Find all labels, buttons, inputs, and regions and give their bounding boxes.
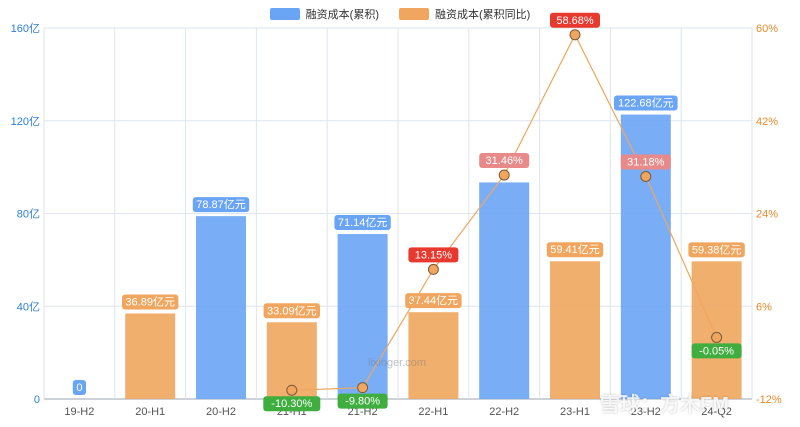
data-label: 71.14亿元: [338, 216, 388, 229]
legend-label-cost: 融资成本(累积): [305, 9, 379, 21]
line-label: 58.68%: [556, 15, 594, 27]
bar: [691, 261, 742, 399]
left-axis-tick: 40亿: [17, 300, 40, 313]
right-axis-tick: -12%: [756, 394, 782, 406]
data-label-bg: [263, 303, 320, 319]
bar: [408, 312, 459, 399]
watermark-text: 雪球：方木FM: [600, 394, 729, 416]
data-label-bg: [334, 215, 391, 231]
right-axis-tick: 60%: [756, 23, 778, 35]
x-axis-tick: 20-H2: [206, 406, 236, 418]
line-label: 13.15%: [415, 249, 453, 261]
line-label: -9.80%: [345, 396, 380, 408]
left-axis-tick: 120亿: [11, 115, 40, 128]
line-point: [286, 384, 298, 396]
watermark-site: lixinger.com: [368, 357, 427, 369]
line-label: 31.18%: [627, 157, 665, 169]
data-label-bg: [122, 294, 179, 310]
data-label-bg: [405, 293, 462, 309]
right-axis-tick: 6%: [756, 301, 772, 313]
line-point: [427, 263, 439, 275]
legend-item-cost[interactable]: 融资成本(累积): [269, 6, 379, 22]
right-axis-tick: 24%: [756, 209, 778, 221]
left-axis-tick: 160亿: [11, 22, 40, 35]
x-axis-tick: 24-Q2: [701, 406, 732, 418]
line-point: [711, 331, 723, 343]
line-point: [640, 171, 652, 183]
x-axis-tick: 22-H2: [489, 406, 519, 418]
x-axis-tick: 21-H2: [348, 406, 378, 418]
bar: [479, 182, 530, 399]
data-label: 36.89亿元: [125, 295, 175, 308]
line-label-bg: [620, 154, 671, 170]
line-label-bg: [408, 247, 459, 263]
legend-swatch-orange: [399, 8, 429, 20]
data-label-bg: [688, 242, 745, 258]
left-axis-tick: 80亿: [17, 208, 40, 221]
bar: [550, 261, 600, 399]
line-label-bg: [263, 396, 321, 412]
data-label-bg: [72, 380, 86, 395]
data-label: 78.87亿元: [196, 198, 246, 211]
x-axis-tick: 20-H1: [135, 406, 165, 418]
data-label: 37.44亿元: [409, 294, 459, 307]
x-axis-tick: 23-H2: [631, 406, 661, 418]
line-label-bg: [691, 343, 742, 359]
right-axis-tick: 42%: [756, 116, 778, 128]
bar: [337, 234, 388, 399]
line-label: -10.30%: [271, 398, 312, 410]
line-label: 31.46%: [486, 155, 524, 167]
legend-swatch-blue: [269, 8, 300, 20]
data-label-bg: [614, 95, 678, 111]
left-axis-tick: 0: [34, 394, 40, 406]
bar: [125, 313, 176, 399]
line-label: -0.05%: [699, 345, 734, 357]
x-axis-tick: 19-H2: [64, 406, 94, 418]
x-axis-tick: 22-H1: [418, 406, 448, 418]
bar: [196, 216, 246, 399]
data-label: 0: [76, 382, 82, 394]
legend-label-yoy: 融资成本(累积同比): [435, 9, 531, 21]
legend-item-yoy[interactable]: 融资成本(累积同比): [399, 6, 530, 22]
data-label-bg: [192, 197, 250, 213]
line-label-bg: [479, 153, 530, 169]
line-label-bg: [550, 12, 600, 28]
line-point: [498, 169, 510, 181]
data-label: 59.38亿元: [692, 243, 742, 256]
x-axis-tick: 23-H1: [560, 406, 590, 418]
data-label: 33.09亿元: [267, 304, 317, 317]
legend: 融资成本(累积) 融资成本(累积同比): [0, 6, 800, 22]
line-point: [569, 29, 581, 41]
data-label: 59.41亿元: [550, 243, 600, 256]
data-label-bg: [546, 242, 604, 258]
data-label: 122.68亿元: [618, 97, 674, 110]
line-label-bg: [337, 393, 388, 409]
line-point: [357, 382, 369, 394]
